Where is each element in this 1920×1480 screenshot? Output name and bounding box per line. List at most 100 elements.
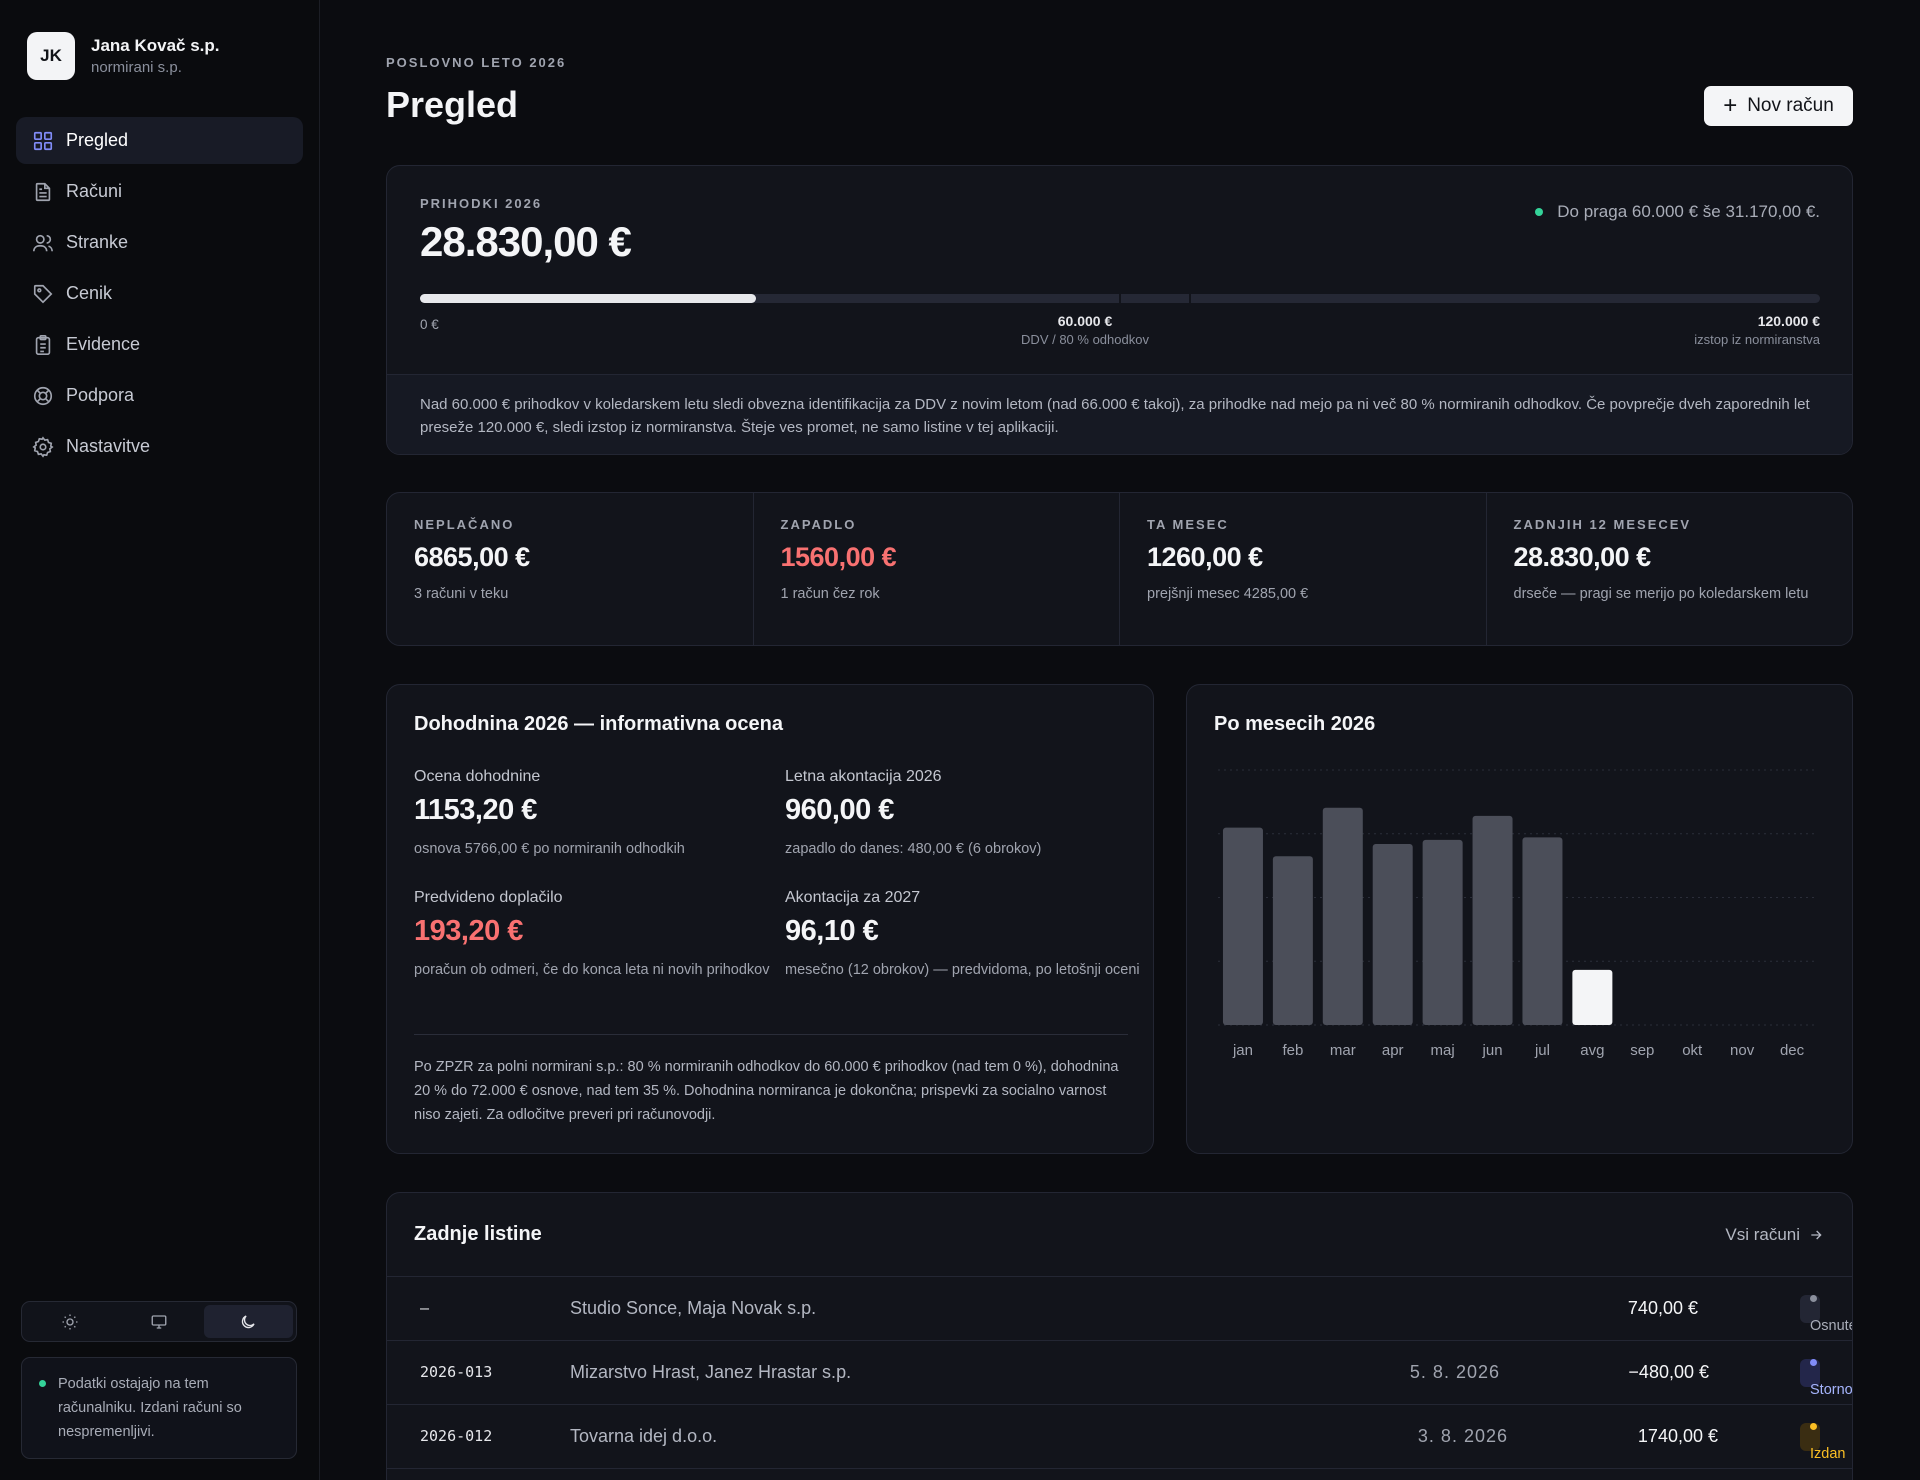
table-row[interactable] <box>387 1468 1852 1480</box>
x-tick-label: avg <box>1580 1042 1604 1059</box>
tax-expected-payment: Predvideno doplačilo 193,20 € poračun ob… <box>414 889 774 982</box>
tax-advance-next-year: Akontacija za 2027 96,10 € mesečno (12 o… <box>785 889 1145 982</box>
divider <box>414 1034 1128 1035</box>
theme-switch <box>21 1301 297 1342</box>
sidebar-item-evidence[interactable]: Evidence <box>16 321 303 368</box>
table-row[interactable]: 2026-012 Tovarna idej d.o.o. 3. 8. 2026 … <box>387 1404 1852 1468</box>
x-tick-label: maj <box>1431 1042 1455 1059</box>
sidebar-item-label: Pregled <box>66 130 129 150</box>
all-invoices-link[interactable]: Vsi računi <box>1725 1225 1824 1245</box>
sun-icon <box>62 1314 78 1329</box>
scale-end: 120.000 € izstop iz normiranstva <box>1694 313 1820 347</box>
income-card: PRIHODKI 2026 28.830,00 € Do praga 60.00… <box>386 165 1853 455</box>
bar-jan[interactable] <box>1222 827 1263 1025</box>
stat-last-12-months: ZADNJIH 12 MESECEV 28.830,00 € drseče — … <box>1487 493 1853 645</box>
status-badge: Osnutek <box>1800 1295 1852 1334</box>
sidebar: JK Jana Kovač s.p. normirani s.p. Pregle… <box>0 0 320 1480</box>
tax-annual-advance: Letna akontacija 2026 960,00 € zapadlo d… <box>785 768 1145 861</box>
local-storage-note: Podatki ostajajo na tem računalniku. Izd… <box>21 1357 297 1459</box>
status-dot <box>1535 208 1544 216</box>
table-row[interactable]: – Studio Sonce, Maja Novak s.p. 740,00 €… <box>387 1276 1852 1340</box>
bar-mar[interactable] <box>1322 807 1363 1025</box>
stat-label: ZADNJIH 12 MESECEV <box>1513 517 1692 532</box>
scale-end-value: 120.000 € <box>1757 313 1820 329</box>
card-title: Zadnje listine <box>414 1223 542 1245</box>
threshold-hint-text: Do praga 60.000 € še 31.170,00 €. <box>1557 202 1820 221</box>
threshold-marker <box>1119 293 1121 304</box>
tax-sub: osnova 5766,00 € po normiranih odhodkih <box>414 841 685 857</box>
sidebar-item-nastavitve[interactable]: Nastavitve <box>16 423 303 470</box>
business-type: normirani s.p. <box>91 59 182 76</box>
scale-mid: 60.000 € DDV / 80 % odhodkov <box>1020 313 1150 347</box>
tax-estimate: Ocena dohodnine 1153,20 € osnova 5766,00… <box>414 768 774 861</box>
x-tick-label: sep <box>1630 1042 1654 1059</box>
stat-sub: 1 račun čez rok <box>780 586 880 602</box>
bar-avg[interactable] <box>1572 969 1613 1025</box>
document-client: Studio Sonce, Maja Novak s.p. <box>570 1298 817 1318</box>
page-eyebrow: POSLOVNO LETO 2026 <box>386 55 567 70</box>
threshold-marker <box>1189 293 1191 304</box>
tag-icon <box>33 284 53 303</box>
stat-value: 1260,00 € <box>1147 542 1263 572</box>
sidebar-item-pregled[interactable]: Pregled <box>16 117 303 164</box>
document-amount: −480,00 € <box>1628 1362 1709 1382</box>
tax-value: 193,20 € <box>414 915 523 947</box>
status-badge: Storno <box>1800 1359 1852 1398</box>
sidebar-item-label: Računi <box>66 181 123 201</box>
theme-light-button[interactable] <box>25 1305 114 1338</box>
new-invoice-button[interactable]: + Nov račun <box>1704 86 1853 126</box>
stat-unpaid: NEPLAČANO 6865,00 € 3 računi v teku <box>387 493 754 645</box>
stat-label: TA MESEC <box>1147 517 1229 532</box>
stat-value: 28.830,00 € <box>1513 542 1652 572</box>
document-amount: 1740,00 € <box>1637 1426 1718 1446</box>
sidebar-item-cenik[interactable]: Cenik <box>16 270 303 317</box>
all-invoices-label: Vsi računi <box>1725 1225 1800 1244</box>
bar-maj[interactable] <box>1422 839 1463 1025</box>
card-title: Dohodnina 2026 — informativna ocena <box>414 713 783 735</box>
table-row[interactable]: 2026-013 Mizarstvo Hrast, Janez Hrastar … <box>387 1340 1852 1404</box>
arrow-right-icon <box>1811 1230 1822 1240</box>
tax-label: Letna akontacija 2026 <box>785 768 942 785</box>
scale-start: 0 € <box>420 317 439 332</box>
gear-icon <box>32 435 54 458</box>
theme-dark-button[interactable] <box>203 1305 293 1338</box>
income-label: PRIHODKI 2026 <box>420 196 543 211</box>
bar-jul[interactable] <box>1522 837 1563 1025</box>
plus-icon: + <box>1723 92 1738 119</box>
income-info-note: Nad 60.000 € prihodkov v koledarskem let… <box>387 374 1852 454</box>
sidebar-item-stranke[interactable]: Stranke <box>16 219 303 266</box>
tax-label: Predvideno doplačilo <box>414 889 563 906</box>
document-amount: 740,00 € <box>1627 1298 1698 1318</box>
sidebar-item-racuni[interactable]: Računi <box>16 168 303 215</box>
income-progress-fill <box>420 294 757 303</box>
tax-info-note: Po ZPZR za polni normirani s.p.: 80 % no… <box>414 1059 1119 1123</box>
moon-icon <box>242 1314 255 1328</box>
stat-label: ZAPADLO <box>780 517 857 532</box>
x-tick-label: mar <box>1330 1042 1356 1059</box>
scale-mid-value: 60.000 € <box>1057 313 1113 329</box>
x-tick-label: jan <box>1232 1042 1253 1059</box>
x-tick-label: apr <box>1382 1042 1404 1059</box>
income-value: 28.830,00 € <box>420 218 632 265</box>
lifebuoy-icon <box>33 386 53 405</box>
status-dot <box>39 1380 46 1387</box>
sidebar-nav: Pregled Računi Stranke Cenik Evidence Po… <box>16 117 303 474</box>
monthly-bar-chart: jan feb mar apr maj jun jul avg sep okt nov dec <box>1218 769 1817 1059</box>
scale-mid-sub: DDV / 80 % odhodkov <box>1021 332 1149 347</box>
new-invoice-label: Nov račun <box>1747 95 1834 116</box>
x-tick-label: feb <box>1282 1042 1303 1059</box>
status-label: Storno <box>1810 1382 1853 1398</box>
stat-label: NEPLAČANO <box>414 517 515 532</box>
stat-overdue: ZAPADLO 1560,00 € 1 račun čez rok <box>754 493 1120 645</box>
bar-jun[interactable] <box>1472 815 1513 1025</box>
sidebar-item-label: Evidence <box>66 334 141 354</box>
bar-apr[interactable] <box>1372 843 1413 1025</box>
stat-this-month: TA MESEC 1260,00 € prejšnji mesec 4285,0… <box>1120 493 1487 645</box>
income-tax-card: Dohodnina 2026 — informativna ocena Ocen… <box>386 684 1154 1154</box>
x-tick-label: jul <box>1534 1042 1550 1059</box>
sidebar-item-podpora[interactable]: Podpora <box>16 372 303 419</box>
document-icon <box>35 182 51 201</box>
bar-feb[interactable] <box>1272 856 1313 1025</box>
theme-system-button[interactable] <box>114 1305 203 1338</box>
x-tick-label: okt <box>1682 1042 1703 1059</box>
